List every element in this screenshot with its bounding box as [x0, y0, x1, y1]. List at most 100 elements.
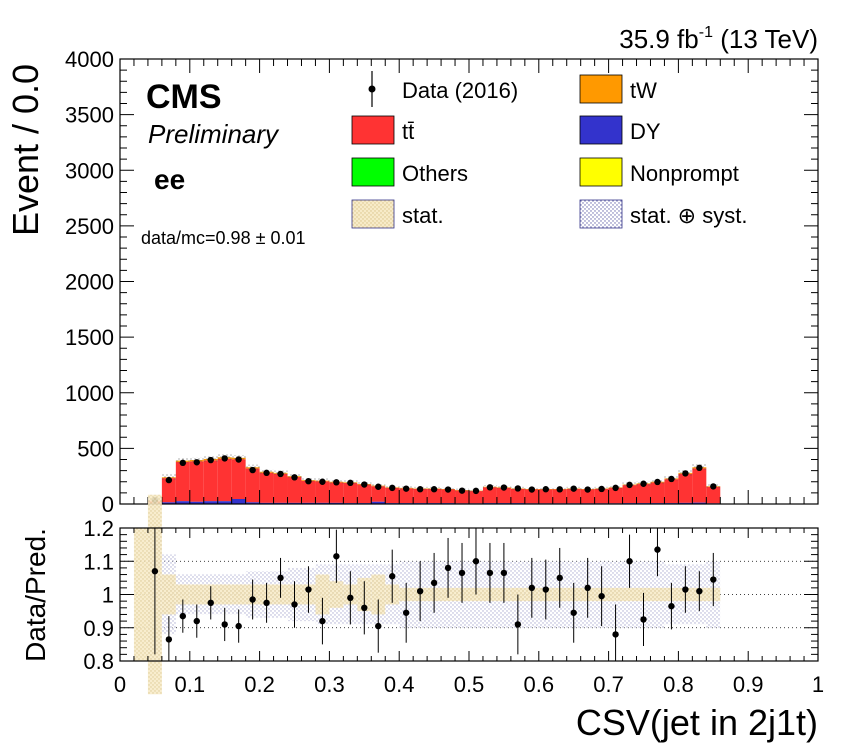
dy-bar: [203, 501, 218, 504]
ttbar-bar: [161, 478, 176, 503]
ratio-point: [207, 599, 214, 607]
data-point: [570, 485, 577, 492]
legend-data-marker: [368, 85, 376, 93]
ttbar-bar: [678, 473, 693, 503]
dy-bar: [231, 498, 246, 504]
legend-label: stat.: [402, 203, 444, 228]
legend-swatch: [351, 157, 395, 187]
ttbar-bar: [301, 480, 316, 503]
data-point: [416, 486, 424, 493]
ratio-point: [696, 587, 703, 595]
dy-bar: [371, 501, 386, 504]
data-point: [598, 485, 605, 493]
data-mc-ratio: data/mc=0.98 ± 0.01: [141, 228, 306, 248]
data-point: [514, 485, 522, 492]
ratio-y-tick-label: 1: [102, 583, 114, 608]
ratio-y-tick-label: 1.1: [83, 549, 114, 574]
legend-label: Nonprompt: [630, 161, 739, 186]
ratio-point: [710, 576, 717, 583]
data-point: [668, 475, 675, 483]
ttbar-bar: [399, 488, 414, 504]
main-y-tick-label: 500: [77, 436, 114, 461]
data-point: [165, 476, 173, 484]
main-y-tick-label: 0: [102, 492, 114, 517]
data-point: [542, 486, 549, 493]
x-tick-label: 0.6: [524, 672, 555, 697]
data-point: [696, 464, 703, 472]
ratio-point: [682, 586, 689, 593]
ratio-stat-band: [650, 587, 665, 602]
ttbar-bar: [231, 459, 246, 499]
ratio-point: [263, 599, 270, 607]
ratio-stat-band: [175, 584, 190, 605]
ttbar-bar: [413, 488, 428, 504]
data-point: [389, 484, 396, 492]
ttbar-bar: [622, 485, 637, 504]
data-point: [500, 484, 508, 491]
data-point: [654, 478, 661, 486]
ttbar-bar: [664, 479, 679, 504]
data-point: [682, 470, 689, 477]
lumi-header: 35.9 fb-1 (13 TeV): [619, 24, 818, 54]
ratio-point: [514, 621, 522, 628]
data-point: [472, 487, 480, 495]
ratio-panel: 0.80.911.11.20 0.1 0.2 0.3 0.4 0.5 0.6 0.7 0.8 0.…: [83, 494, 824, 697]
ttbar-bar: [385, 487, 400, 504]
ratio-point: [430, 579, 438, 587]
ratio-point: [291, 601, 298, 608]
ttbar-bar: [706, 486, 721, 504]
main-histogram: [147, 454, 721, 504]
data-point: [291, 474, 298, 481]
data-point: [347, 479, 354, 487]
ratio-point: [472, 558, 480, 565]
ttbar-bar: [580, 489, 595, 504]
ratio-point: [347, 594, 354, 602]
ttbar-bar: [287, 477, 302, 503]
dy-bar: [161, 502, 176, 504]
ratio-point: [249, 596, 256, 603]
data-point: [556, 486, 563, 493]
data-point: [207, 456, 214, 464]
ratio-point: [402, 609, 410, 616]
ttbar-bar: [566, 488, 581, 504]
lumi-exponent: -1: [699, 24, 713, 41]
legend-swatch: [579, 157, 623, 187]
data-point: [277, 470, 284, 478]
ratio-histogram: [120, 494, 818, 695]
data-point: [221, 455, 228, 462]
x-tick-label: 0.4: [384, 672, 415, 697]
data-point: [710, 483, 717, 490]
x-tick-label: 0.7: [593, 672, 624, 697]
main-y-tick-label: 1500: [65, 325, 114, 350]
ttbar-bar: [510, 488, 525, 504]
ratio-point: [598, 592, 605, 600]
legend-label: tW: [630, 78, 657, 103]
ratio-point: [179, 612, 187, 620]
dy-bar: [217, 501, 232, 504]
legend-label: DY: [630, 119, 661, 144]
ratio-point: [151, 568, 159, 575]
y-axis-label: Event / 0.0: [5, 64, 46, 236]
ratio-point: [193, 617, 200, 625]
dy-bar: [692, 502, 707, 504]
ttbar-bar: [469, 491, 483, 504]
data-point: [430, 486, 438, 493]
ratio-y-tick-label: 1.2: [83, 516, 114, 541]
legend-swatch: [579, 115, 623, 145]
ratio-point: [389, 573, 396, 580]
ratio-point: [458, 569, 466, 577]
x-tick-label: 1: [812, 672, 824, 697]
data-point: [319, 478, 326, 485]
x-tick-label: 0.8: [663, 672, 694, 697]
ttbar-bar: [259, 472, 274, 503]
ttbar-bar: [245, 468, 260, 503]
data-point: [333, 479, 340, 486]
data-point: [179, 459, 187, 467]
ttbar-bar: [650, 482, 665, 504]
data-point: [249, 466, 256, 474]
x-tick-label: 0.3: [314, 672, 345, 697]
channel-label: ee: [154, 164, 185, 195]
ratio-stat-band: [217, 584, 232, 605]
data-point: [612, 484, 619, 492]
